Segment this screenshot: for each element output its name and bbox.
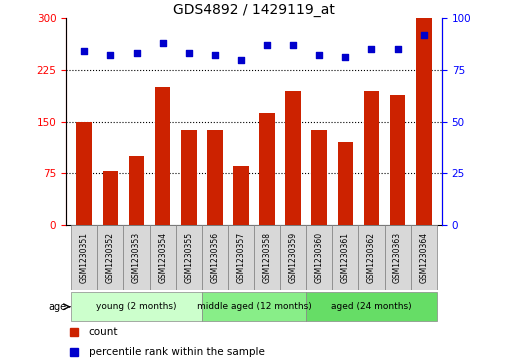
Bar <box>311 130 327 225</box>
Bar <box>77 122 92 225</box>
Point <box>133 50 141 56</box>
Point <box>106 53 114 58</box>
Bar <box>364 90 379 225</box>
Point <box>289 42 297 48</box>
Bar <box>306 225 332 290</box>
Bar <box>390 95 405 225</box>
Text: GSM1230364: GSM1230364 <box>419 232 428 283</box>
Text: percentile rank within the sample: percentile rank within the sample <box>88 347 265 357</box>
Text: count: count <box>88 327 118 337</box>
Bar <box>71 225 98 290</box>
Text: GSM1230354: GSM1230354 <box>158 232 167 283</box>
Text: GSM1230353: GSM1230353 <box>132 232 141 283</box>
Bar <box>416 18 431 225</box>
Text: GSM1230358: GSM1230358 <box>263 232 272 283</box>
Bar <box>285 90 301 225</box>
Text: GSM1230360: GSM1230360 <box>315 232 324 283</box>
Text: GSM1230357: GSM1230357 <box>236 232 245 283</box>
Bar <box>176 225 202 290</box>
Text: GSM1230355: GSM1230355 <box>184 232 193 283</box>
Point <box>158 40 167 46</box>
Bar <box>202 225 228 290</box>
Bar <box>149 225 176 290</box>
Text: GSM1230361: GSM1230361 <box>341 232 350 283</box>
Text: young (2 months): young (2 months) <box>97 302 177 311</box>
Bar <box>337 142 353 225</box>
Bar <box>123 225 149 290</box>
Point <box>367 46 375 52</box>
Text: GSM1230352: GSM1230352 <box>106 232 115 283</box>
Point <box>237 57 245 62</box>
Point <box>211 53 219 58</box>
Point <box>263 42 271 48</box>
Point <box>420 32 428 38</box>
Bar <box>71 292 202 322</box>
Bar <box>259 113 275 225</box>
Bar <box>280 225 306 290</box>
Point <box>341 54 350 60</box>
Bar <box>202 292 306 322</box>
Bar <box>254 225 280 290</box>
Text: GSM1230351: GSM1230351 <box>80 232 89 283</box>
Bar <box>332 225 359 290</box>
Text: GSM1230359: GSM1230359 <box>289 232 298 283</box>
Text: GSM1230363: GSM1230363 <box>393 232 402 283</box>
Text: middle aged (12 months): middle aged (12 months) <box>197 302 311 311</box>
Title: GDS4892 / 1429119_at: GDS4892 / 1429119_at <box>173 3 335 17</box>
Bar <box>306 292 437 322</box>
Bar <box>359 225 385 290</box>
Text: GSM1230356: GSM1230356 <box>210 232 219 283</box>
Bar <box>207 130 223 225</box>
Bar <box>103 171 118 225</box>
Bar <box>155 87 171 225</box>
Point <box>394 46 402 52</box>
Text: aged (24 months): aged (24 months) <box>331 302 412 311</box>
Bar <box>228 225 254 290</box>
Bar <box>385 225 410 290</box>
Text: age: age <box>48 302 67 312</box>
Bar <box>410 225 437 290</box>
Bar <box>98 225 123 290</box>
Bar <box>181 130 197 225</box>
Point <box>315 53 323 58</box>
Point <box>185 50 193 56</box>
Text: GSM1230362: GSM1230362 <box>367 232 376 283</box>
Point <box>80 48 88 54</box>
Bar <box>233 166 249 225</box>
Bar <box>129 156 144 225</box>
